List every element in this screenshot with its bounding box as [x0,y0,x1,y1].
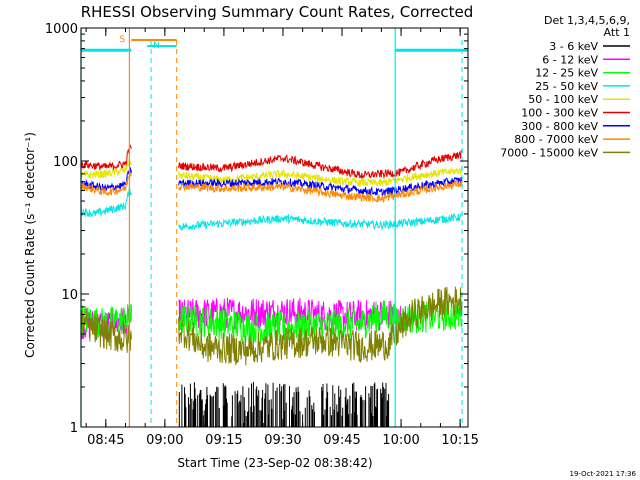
x-tick-label: 10:15 [441,433,478,448]
x-axis-label: Start Time (23-Sep-02 08:38:42) [177,456,372,470]
legend-label: 800 - 7000 keV [514,133,598,146]
annotation-label: N [153,41,160,51]
x-tick-label: 09:00 [146,433,183,448]
legend-label: 50 - 100 keV [528,93,598,106]
x-tick-label: 10:00 [382,433,419,448]
plot-frame [80,27,469,428]
y-tick-label: 1000 [45,22,78,37]
y-tick-label: 10 [61,288,78,303]
axes: 1 10 100 1000 08:45 09:00 09:15 09:30 09:45 10:00… [45,22,479,448]
legend-label: 300 - 800 keV [521,120,598,133]
series-line [80,157,463,188]
series-line [178,381,390,427]
series-line [80,286,463,366]
series-line [80,142,463,180]
series-line [80,186,463,232]
legend-header: Det 1,3,4,5,6,9, [544,14,630,27]
timestamp: 19-Oct-2021 17:36 [570,470,637,478]
legend-label: 100 - 300 keV [521,107,598,120]
chart-title: RHESSI Observing Summary Count Rates, Co… [81,3,474,21]
annotation-label: S [119,35,125,45]
y-axis-label: Corrected Count Rate (s⁻¹ detector⁻¹) [23,132,37,358]
legend-label: 6 - 12 keV [542,53,598,66]
legend-label: 7000 - 15000 keV [500,146,598,159]
x-tick-label: 08:45 [87,433,124,448]
x-tick-label: 09:15 [205,433,242,448]
x-tick-label: 09:30 [264,433,301,448]
x-tick-label: 09:45 [323,433,360,448]
legend-header: Att 1 [604,26,630,39]
series-line [80,173,463,204]
legend-label: 25 - 50 keV [535,80,598,93]
legend-label: 3 - 6 keV [549,40,598,53]
y-tick-label: 1 [70,421,78,436]
y-tick-label: 100 [53,155,78,170]
legend-label: 12 - 25 keV [535,67,598,80]
